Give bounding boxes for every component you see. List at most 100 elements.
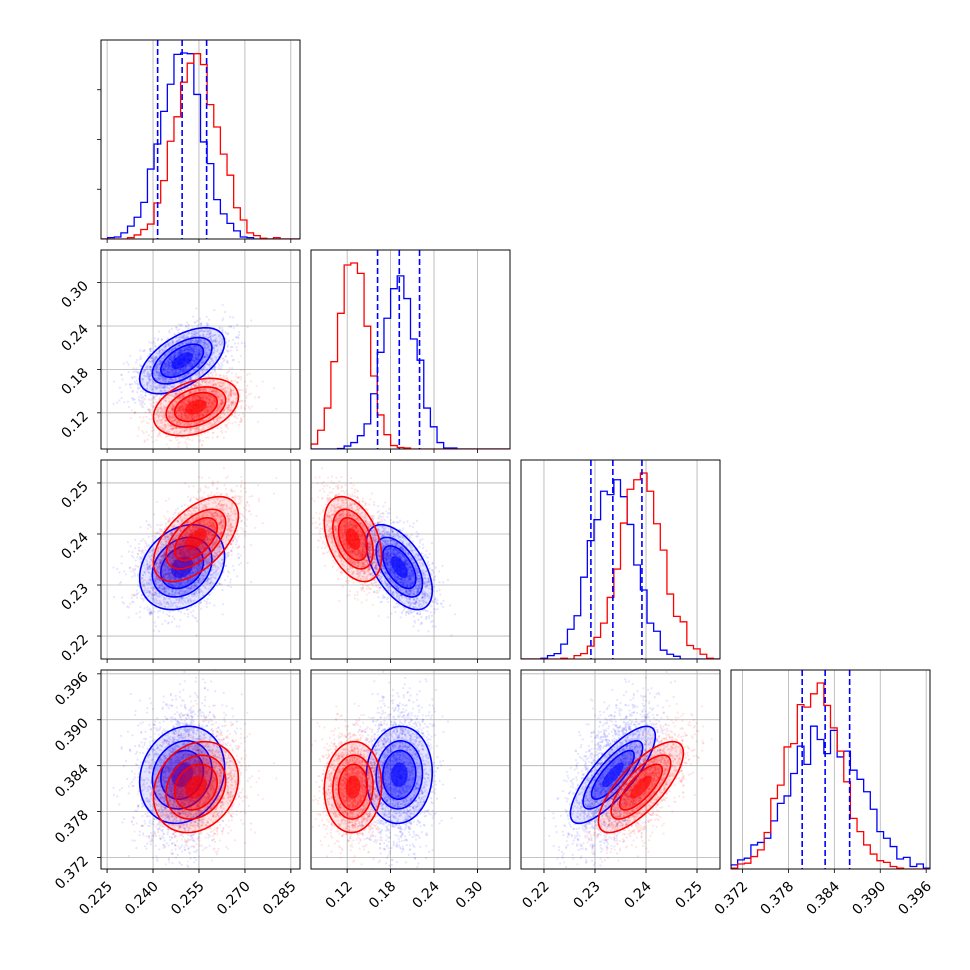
scatter-point: [204, 346, 207, 350]
scatter-point: [135, 367, 138, 370]
scatter-point: [190, 332, 193, 335]
scatter-point: [245, 388, 248, 391]
scatter-point: [156, 365, 159, 368]
scatter-point: [188, 378, 191, 381]
scatter-point: [138, 395, 141, 399]
scatter-point: [175, 354, 179, 357]
scatter-point: [189, 346, 192, 349]
scatter-point: [220, 430, 223, 433]
scatter-point: [124, 383, 128, 386]
scatter-point: [194, 338, 197, 342]
scatter-point: [198, 352, 201, 355]
scatter-point: [189, 363, 192, 366]
scatter-point: [135, 370, 139, 373]
scatter-point: [134, 401, 137, 404]
scatter-point: [141, 370, 145, 373]
scatter-point: [160, 351, 163, 354]
scatter-point: [152, 359, 155, 362]
scatter-point: [154, 345, 157, 348]
scatter-point: [164, 380, 167, 384]
scatter-point: [145, 421, 148, 424]
scatter-point: [174, 370, 177, 373]
scatter-point: [175, 369, 178, 372]
scatter-point: [179, 382, 182, 385]
scatter-point: [145, 388, 149, 391]
scatter-point: [206, 430, 209, 434]
scatter-point: [120, 391, 123, 394]
scatter-point: [168, 364, 171, 367]
scatter-point: [150, 347, 153, 350]
scatter-point: [195, 339, 199, 342]
scatter-point: [168, 362, 171, 365]
scatter-point: [216, 427, 219, 430]
scatter-point: [136, 434, 139, 438]
scatter-point: [193, 333, 196, 336]
scatter-point: [192, 359, 195, 362]
scatter-point: [230, 372, 233, 375]
scatter-point: [232, 316, 235, 319]
scatter-point: [226, 376, 229, 379]
scatter-point: [163, 384, 167, 387]
scatter-point: [201, 444, 204, 447]
scatter-point: [191, 614, 194, 617]
scatter-point: [221, 357, 224, 360]
scatter-point: [182, 369, 185, 372]
scatter-point: [142, 419, 145, 422]
scatter-point: [173, 369, 176, 372]
scatter-point: [192, 332, 195, 336]
scatter-point: [155, 439, 158, 442]
scatter-point: [126, 361, 129, 364]
scatter-point: [207, 373, 210, 376]
scatter-point: [150, 384, 153, 387]
scatter-point: [137, 428, 141, 431]
scatter-point: [173, 385, 176, 388]
scatter-point: [134, 361, 138, 364]
scatter-point: [243, 407, 247, 411]
scatter-point: [181, 349, 184, 352]
scatter-point: [183, 349, 187, 352]
scatter-point: [168, 357, 172, 360]
scatter-point: [166, 372, 169, 375]
scatter-point: [218, 352, 221, 355]
scatter-point: [177, 351, 180, 354]
scatter-point: [222, 360, 225, 363]
scatter-point: [207, 345, 210, 348]
scatter-point: [140, 420, 143, 423]
scatter-point: [156, 376, 160, 379]
scatter-point: [188, 345, 191, 348]
scatter-point: [141, 430, 144, 433]
scatter-point: [202, 368, 205, 372]
scatter-point: [191, 330, 194, 333]
scatter-point: [160, 360, 163, 363]
scatter-point: [177, 351, 181, 355]
scatter-point: [193, 359, 196, 362]
scatter-point: [190, 347, 193, 350]
scatter-point: [236, 323, 239, 326]
scatter-point: [203, 341, 207, 345]
scatter-point: [202, 359, 205, 362]
scatter-point: [126, 400, 130, 403]
scatter-point: [188, 371, 191, 375]
scatter-point: [182, 336, 185, 339]
scatter-point: [173, 354, 176, 357]
scatter-point: [161, 375, 164, 378]
scatter-point: [206, 323, 209, 326]
scatter-point: [192, 609, 195, 612]
scatter-point: [189, 341, 192, 345]
scatter-point: [204, 341, 207, 344]
scatter-point: [112, 402, 115, 405]
scatter-point: [178, 349, 181, 352]
scatter-point: [157, 630, 161, 633]
scatter-point: [163, 380, 166, 383]
scatter-point: [209, 337, 212, 341]
scatter-point: [140, 393, 143, 397]
scatter-point: [224, 355, 227, 358]
scatter-point: [164, 363, 167, 366]
scatter-point: [167, 344, 170, 348]
scatter-point: [218, 326, 221, 329]
scatter-point: [171, 370, 174, 373]
scatter-point: [192, 350, 195, 353]
scatter-point: [187, 364, 191, 368]
scatter-point: [168, 455, 170, 457]
scatter-point: [153, 401, 156, 404]
